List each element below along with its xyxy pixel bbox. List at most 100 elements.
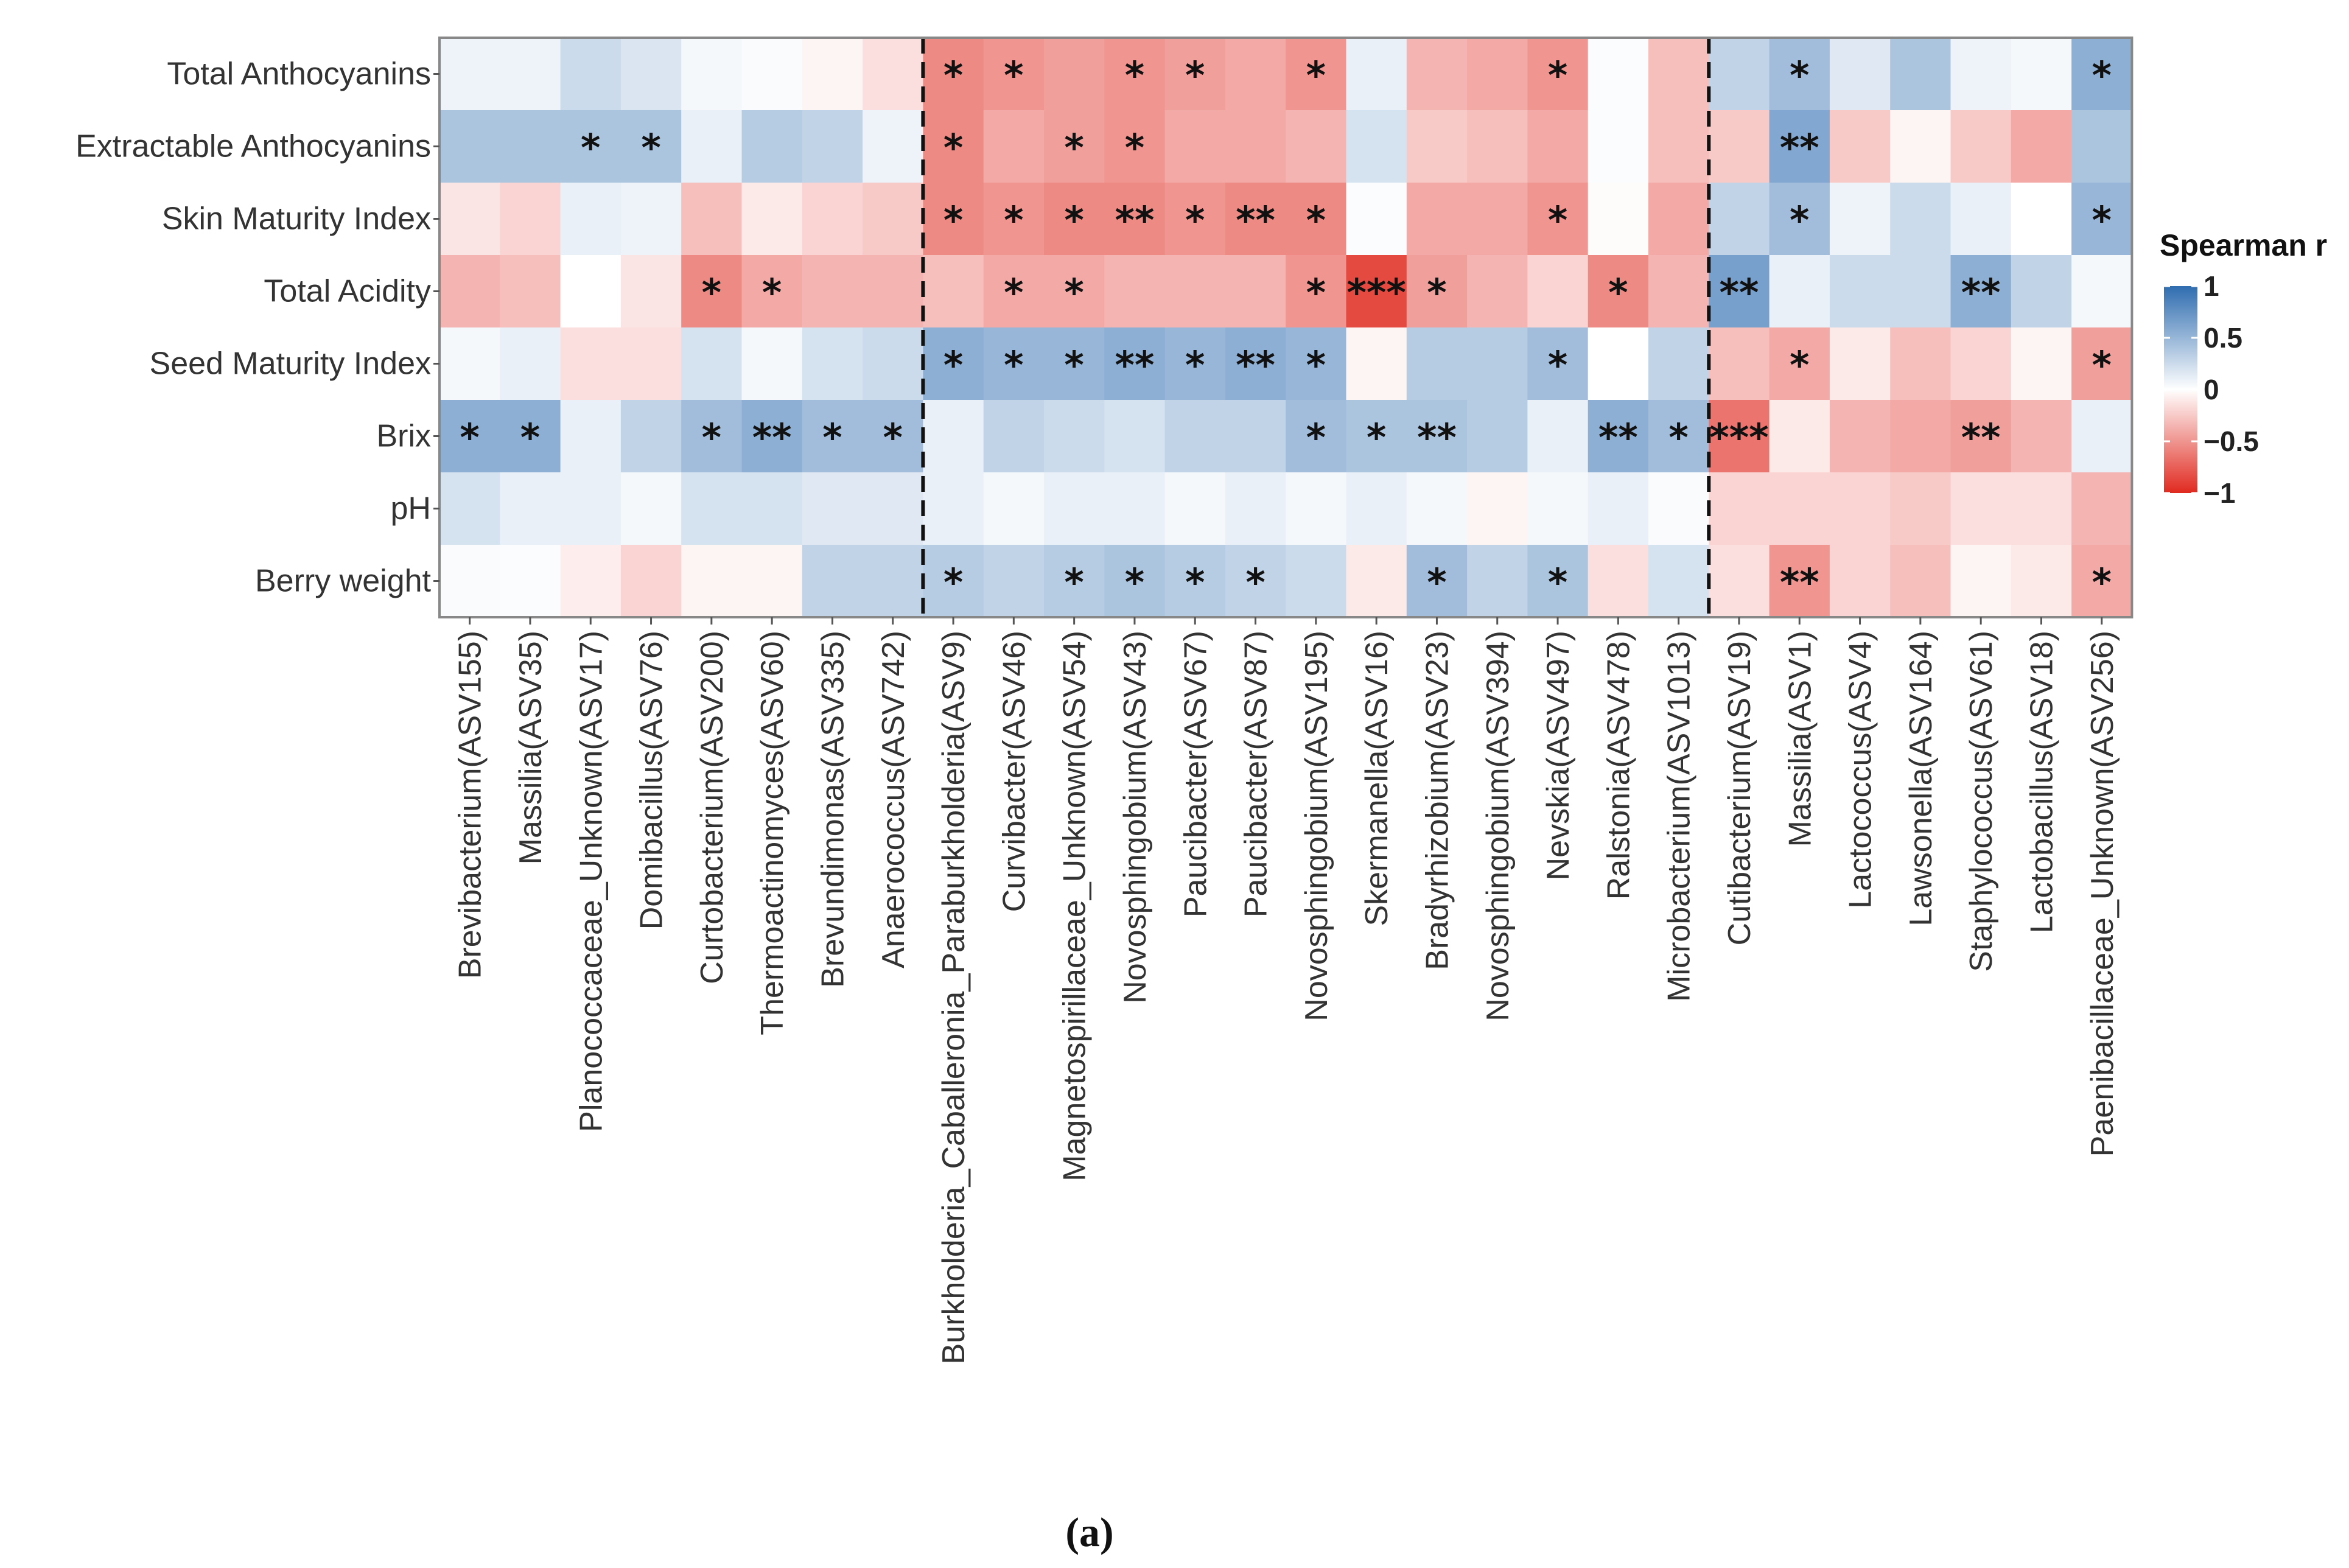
heatmap-cell [681, 183, 743, 256]
heatmap-cell [1164, 255, 1226, 328]
heatmap-cell [1829, 327, 1891, 401]
column-label: Paucibacter(ASV67) [1178, 631, 1213, 917]
column-label: Magnetospirillaceae_Unknown(ASV54) [1057, 631, 1093, 1181]
significance-star: ** [1961, 416, 2001, 460]
heatmap-cell [1104, 327, 1166, 401]
heatmap-cell [620, 327, 682, 401]
heatmap-cell [1044, 255, 1105, 328]
significance-star: * [1306, 198, 1326, 243]
heatmap-cell [1950, 183, 2012, 256]
legend-title: Spearman r [2160, 228, 2327, 262]
heatmap-cell [1467, 255, 1528, 328]
heatmap-cell [1286, 110, 1347, 183]
heatmap-cell [1225, 472, 1286, 545]
heatmap-cell [1950, 327, 2012, 401]
significance-star: * [581, 126, 600, 170]
significance-star: * [943, 54, 963, 98]
heatmap-cell [1104, 400, 1166, 473]
row-label: Skin Maturity Index [162, 201, 431, 237]
heatmap-cell [2011, 472, 2072, 545]
heatmap-cell [1044, 327, 1105, 401]
heatmap-cell [1225, 327, 1286, 401]
heatmap-cell [2011, 327, 2072, 401]
heatmap-cell [1769, 327, 1830, 401]
heatmap-cell [923, 183, 984, 256]
heatmap-cell [983, 545, 1045, 618]
heatmap-cell [802, 183, 863, 256]
heatmap-cell [1890, 110, 1952, 183]
heatmap-cell [802, 327, 863, 401]
significance-star: * [883, 416, 903, 460]
heatmap-cell [1406, 472, 1468, 545]
heatmap-cell [439, 400, 500, 473]
heatmap-cell [1769, 255, 1830, 328]
heatmap-cell [681, 472, 743, 545]
heatmap-cell [439, 38, 500, 111]
legend-tick-label: −1 [2204, 477, 2235, 509]
heatmap-cell [802, 472, 863, 545]
significance-star: * [1548, 198, 1567, 243]
heatmap-cell [2011, 255, 2072, 328]
significance-star: * [1064, 271, 1083, 315]
column-label: Lawsonella(ASV164) [1903, 631, 1939, 926]
heatmap-cell [681, 255, 743, 328]
significance-star: * [1548, 561, 1567, 605]
heatmap-cell [1225, 183, 1286, 256]
heatmap-cell [500, 38, 561, 111]
significance-star: * [460, 416, 479, 460]
significance-star: * [943, 343, 963, 388]
significance-star: * [943, 126, 963, 170]
heatmap-cell [741, 327, 803, 401]
heatmap-cell [2011, 183, 2072, 256]
column-label: Burkholderia_Caballeronia_Paraburkholder… [936, 631, 971, 1364]
heatmap-cell [620, 400, 682, 473]
significance-star: * [1790, 343, 1809, 388]
heatmap-cell [1225, 110, 1286, 183]
heatmap-cell [439, 472, 500, 545]
significance-star: * [1668, 416, 1688, 460]
heatmap-cell [1467, 327, 1528, 401]
heatmap-cell [1890, 38, 1952, 111]
heatmap-cell [1164, 545, 1226, 618]
panel-label: (a) [1065, 1509, 1113, 1555]
heatmap-cell [1527, 110, 1589, 183]
heatmap-cell [2011, 545, 2072, 618]
heatmap-cell [863, 38, 923, 111]
heatmap-cell [863, 110, 923, 183]
heatmap-cell [1829, 545, 1891, 618]
heatmap-cell [1406, 255, 1468, 328]
heatmap-cell [1346, 472, 1407, 545]
significance-star: ** [1236, 198, 1275, 243]
column-label: Thermoactinomyces(ASV60) [755, 631, 790, 1035]
heatmap-cell [923, 472, 984, 545]
heatmap-cell [1346, 327, 1407, 401]
heatmap-cell [2071, 545, 2132, 618]
significance-star: ** [1598, 416, 1638, 460]
heatmap-cell [923, 327, 984, 401]
legend-tick-label: 0 [2204, 374, 2219, 405]
row-label: Extractable Anthocyanins [75, 129, 431, 164]
significance-star: * [1064, 561, 1083, 605]
heatmap-cell [1829, 400, 1891, 473]
row-label: Seed Maturity Index [150, 346, 431, 382]
heatmap-cell [500, 400, 561, 473]
heatmap-cell [1406, 327, 1468, 401]
column-label: Novosphingobium(ASV195) [1299, 631, 1334, 1021]
heatmap-cell [1890, 327, 1952, 401]
significance-star: * [1608, 271, 1628, 315]
heatmap-cell [1406, 545, 1468, 618]
heatmap-cell [1527, 327, 1589, 401]
heatmap-cell [923, 400, 984, 473]
heatmap-cell [1648, 327, 1709, 401]
column-label: Curvibacter(ASV46) [996, 631, 1032, 912]
heatmap-cell [741, 545, 803, 618]
heatmap-cell [1406, 400, 1468, 473]
heatmap-cell [681, 38, 743, 111]
heatmap-cell [560, 400, 621, 473]
heatmap-cell [1588, 255, 1649, 328]
heatmap-cell [983, 38, 1045, 111]
significance-star: * [1548, 343, 1567, 388]
legend-tick-label: 1 [2204, 270, 2219, 302]
significance-star: ** [1961, 271, 2001, 315]
heatmap-cell [863, 472, 923, 545]
